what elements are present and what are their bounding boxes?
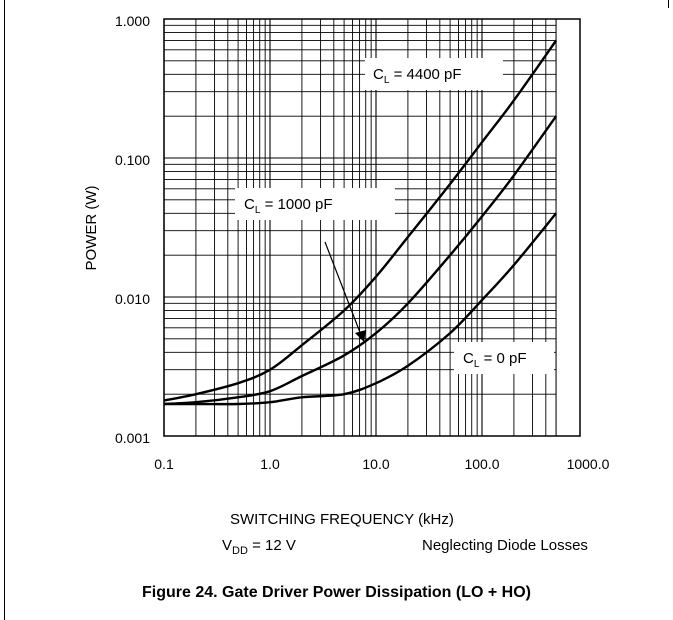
x-tick-label-0.1: 0.1 [154,456,174,472]
x-tick-label-1.0: 1.0 [260,456,280,472]
y-tick-label-1.000: 1.000 [115,13,150,29]
series-line-1 [163,39,558,402]
x-tick-label-10.0: 10.0 [362,456,389,472]
x-axis-label: SWITCHING FREQUENCY (kHz) [230,511,454,528]
legend-cl-1000: CL = 1000 pF [244,196,333,216]
plot-border [163,18,581,437]
series-line-3 [163,212,558,406]
x-tick-label-1000.0: 1000.0 [567,456,610,472]
vdd-subscript: DD [232,545,248,557]
y-tick-label-0.001: 0.001 [115,430,150,446]
vdd-value: = 12 V [247,537,296,554]
y-tick-label-0.100: 0.100 [115,152,150,168]
legend-cl-0: CL = 0 pF [463,350,527,370]
x-tick-label-100.0: 100.0 [464,456,499,472]
page-frame-left [4,0,5,620]
condition-diode: Neglecting Diode Losses [422,537,588,554]
legend-cl-4400: CL = 4400 pF [373,66,462,86]
label-box-0 [454,342,554,374]
page-frame-right [668,0,669,8]
figure-caption: Figure 24. Gate Driver Power Dissipation… [142,584,531,601]
pointer-arrow-1000 [324,241,366,342]
y-axis-label: POWER (W) [83,186,100,271]
series-line-2 [163,115,558,406]
condition-vdd: VDD = 12 V [222,537,296,557]
label-box-4400 [365,58,503,90]
y-tick-label-0.010: 0.010 [115,291,150,307]
chart-curves [163,39,558,406]
label-box-1000 [235,188,395,220]
vdd-symbol: V [222,537,233,554]
